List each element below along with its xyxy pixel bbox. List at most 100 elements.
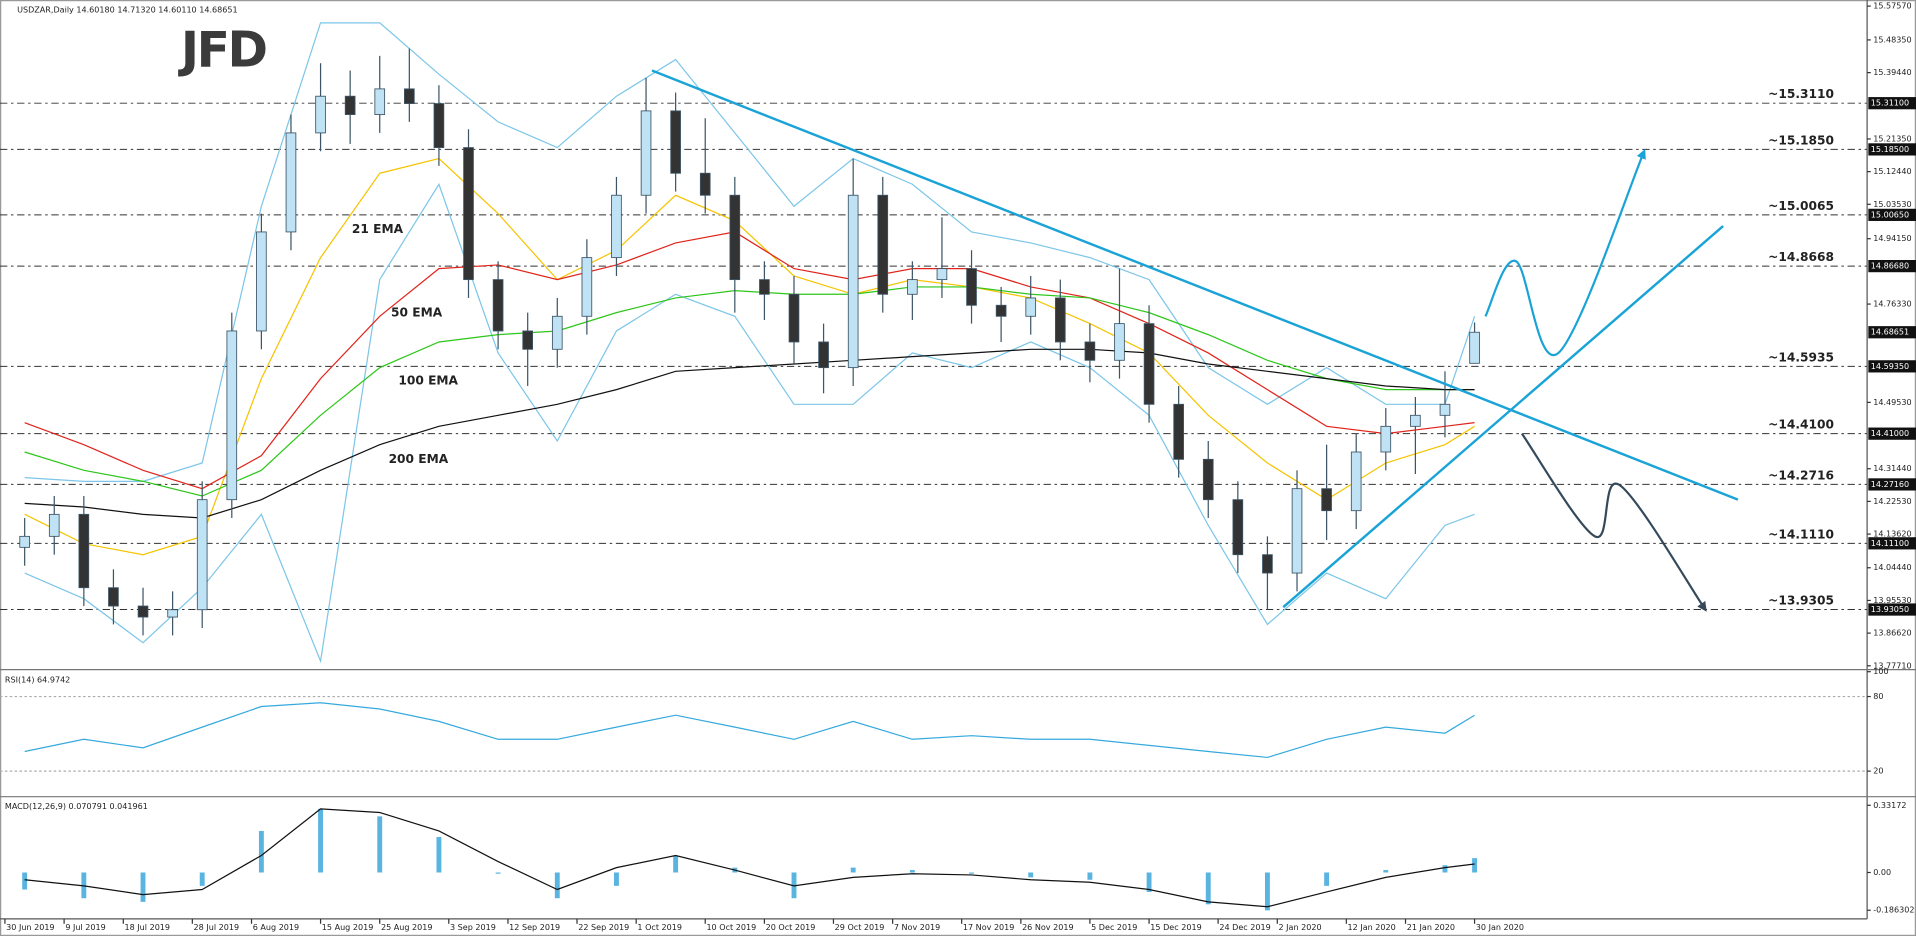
axis-box xyxy=(1868,427,1916,440)
x-tick-label: 15 Dec 2019 xyxy=(1150,923,1201,932)
macd-bar xyxy=(614,872,619,886)
candle-body xyxy=(1114,323,1125,361)
y-tick-label: 15.57570 xyxy=(1873,2,1911,11)
level-label: ~14.2716 xyxy=(1768,468,1834,482)
x-tick-label: 15 Aug 2019 xyxy=(322,923,374,932)
rsi-line xyxy=(24,702,1475,759)
last-price-box xyxy=(1868,326,1916,339)
x-tick-label: 1 Oct 2019 xyxy=(637,923,682,932)
candle-body xyxy=(226,330,238,501)
y-tick-label: 14.31440 xyxy=(1873,464,1911,473)
candle-body xyxy=(847,194,859,369)
x-tick-label: 6 Aug 2019 xyxy=(253,923,299,932)
candle-body xyxy=(167,609,178,618)
y-tick-label: 15.39440 xyxy=(1873,68,1911,77)
macd-bar xyxy=(909,870,915,873)
ema-line xyxy=(24,348,1475,519)
candle-body xyxy=(936,268,948,281)
candle-body xyxy=(285,132,297,233)
macd-bar xyxy=(22,872,28,890)
x-tick-label: 5 Dec 2019 xyxy=(1091,923,1137,932)
axis-box xyxy=(1868,603,1916,616)
macd-bar xyxy=(377,816,383,873)
candle-body xyxy=(1202,458,1214,501)
x-tick-label: 28 Jul 2019 xyxy=(194,923,240,932)
macd-bar xyxy=(1146,872,1152,892)
macd-bar xyxy=(969,872,974,874)
axis-box-label: 14.86680 xyxy=(1871,262,1909,271)
macd-bar xyxy=(1442,865,1448,873)
y-tick-label: 0.33172 xyxy=(1873,801,1906,810)
macd-bar xyxy=(673,855,679,873)
trendline xyxy=(1282,225,1724,609)
axis-box-label: 14.27160 xyxy=(1871,480,1909,489)
candle-body xyxy=(1410,414,1421,427)
candle-body xyxy=(48,513,60,537)
candle-body xyxy=(196,499,208,611)
x-tick-label: 22 Sep 2019 xyxy=(578,923,629,932)
y-tick-label: -0.186302 xyxy=(1873,906,1914,915)
macd-bar xyxy=(436,837,442,873)
signal-line xyxy=(24,808,1475,908)
candle-body xyxy=(344,95,356,115)
candle-body xyxy=(1350,451,1362,512)
x-tick-label: 26 Nov 2019 xyxy=(1022,923,1074,932)
y-tick-label: 13.95530 xyxy=(1873,596,1911,605)
macd-bar xyxy=(495,872,501,874)
candle-body xyxy=(1321,488,1332,512)
x-tick-label: 21 Jan 2020 xyxy=(1407,923,1455,932)
panel-title: RSI(14) 64.9742 xyxy=(5,676,70,685)
axis-box-label: 15.18500 xyxy=(1871,145,1909,154)
candle-body xyxy=(1380,425,1392,453)
candle-body xyxy=(1469,331,1480,364)
candle-body xyxy=(729,194,741,281)
macd-bar xyxy=(258,830,264,873)
scenario-path xyxy=(1484,148,1646,357)
axis-box-label: 15.31100 xyxy=(1871,99,1909,108)
macd-bar xyxy=(140,872,146,902)
y-tick-label: 0.00 xyxy=(1873,868,1891,877)
candle-body xyxy=(463,147,474,281)
candle-body xyxy=(1291,488,1303,574)
axis-box xyxy=(1868,143,1916,156)
candle-body xyxy=(788,293,800,343)
macd-bar xyxy=(850,867,856,873)
candle-body xyxy=(907,279,918,295)
x-tick-label: 18 Jul 2019 xyxy=(125,923,171,932)
level-label: ~15.3110 xyxy=(1768,87,1834,101)
candle-body xyxy=(995,304,1007,317)
panel-title: USDZAR,Daily 14.60180 14.71320 14.60110 … xyxy=(17,5,238,14)
candle-body xyxy=(78,513,90,589)
axis-box xyxy=(1868,537,1916,550)
x-tick-label: 9 Jul 2019 xyxy=(65,923,105,932)
macd-bar xyxy=(1028,872,1034,878)
candle-body xyxy=(108,587,119,607)
level-label: ~14.4100 xyxy=(1768,418,1834,432)
level-label: ~15.1850 xyxy=(1768,133,1834,147)
x-tick-label: 25 Aug 2019 xyxy=(381,923,433,932)
ema-label: 21 EMA xyxy=(352,222,404,236)
axis-box xyxy=(1868,260,1916,273)
y-tick-label: 20 xyxy=(1873,767,1883,776)
candle-body xyxy=(522,330,534,350)
x-tick-label: 12 Sep 2019 xyxy=(509,923,560,932)
trendline xyxy=(651,69,1739,501)
macd-bar xyxy=(1472,858,1478,873)
x-tick-label: 30 Jan 2020 xyxy=(1476,923,1524,932)
x-tick-label: 2 Jan 2020 xyxy=(1279,923,1322,932)
candle-body xyxy=(1439,403,1451,416)
candle-body xyxy=(1143,323,1155,405)
x-tick-label: 12 Jan 2020 xyxy=(1348,923,1396,932)
y-tick-label: 15.03530 xyxy=(1873,200,1911,209)
candle-body xyxy=(818,341,829,369)
candle-body xyxy=(877,194,889,295)
last-price-label: 14.68651 xyxy=(1871,328,1909,337)
axis-box-label: 13.93050 xyxy=(1871,605,1909,614)
level-label: ~13.9305 xyxy=(1768,593,1834,607)
level-label: ~14.8668 xyxy=(1768,250,1834,264)
candle-body xyxy=(433,103,445,148)
candle-body xyxy=(611,194,622,259)
candle-body xyxy=(404,88,415,104)
